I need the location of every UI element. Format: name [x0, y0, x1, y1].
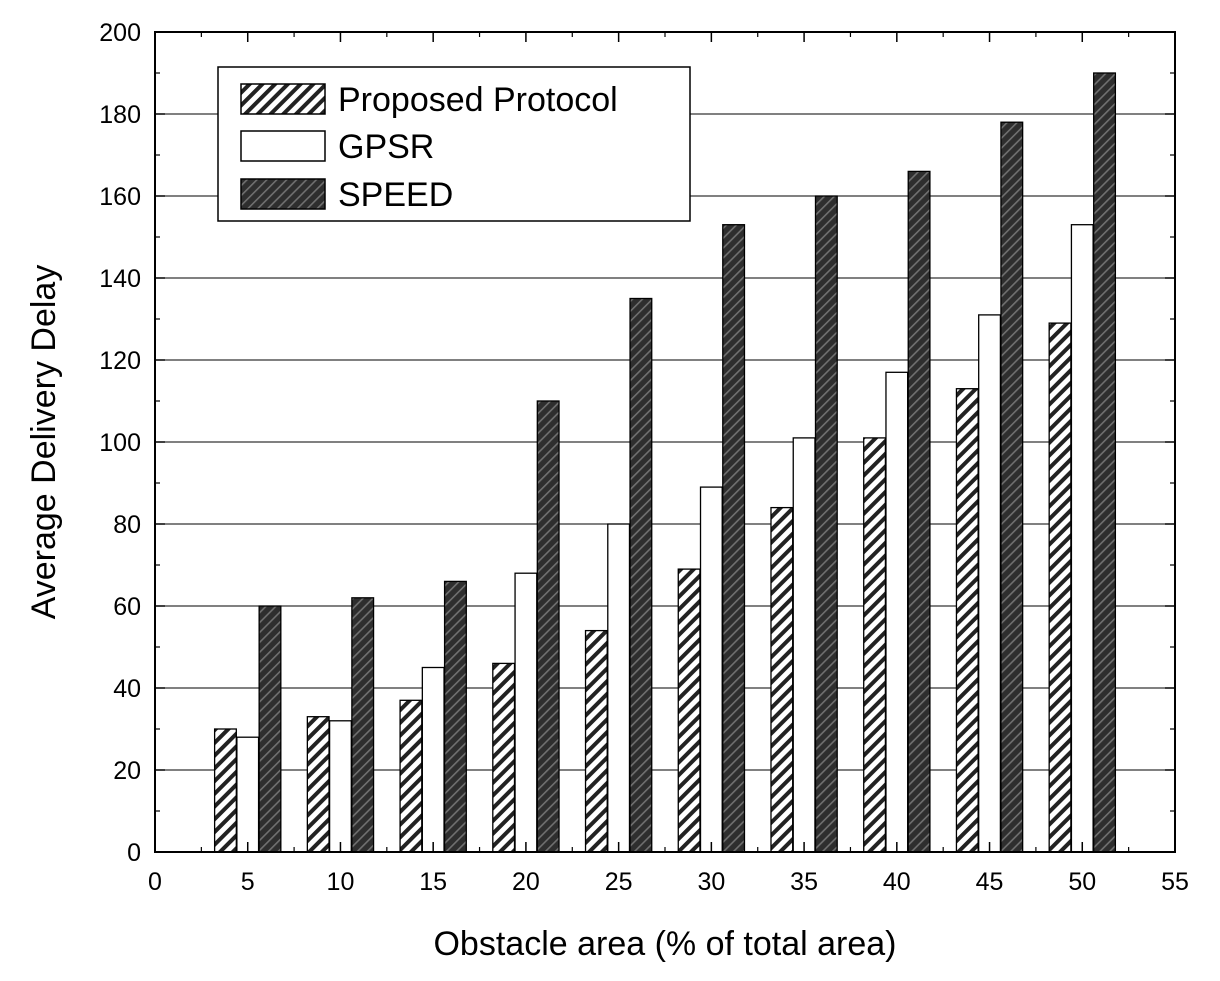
bar-proposed-40 — [863, 437, 887, 853]
y-tick-label: 160 — [99, 183, 141, 211]
bar-speed-25 — [629, 297, 653, 853]
legend-label-proposed: Proposed Protocol — [338, 81, 618, 119]
x-tick-label: 50 — [1068, 868, 1096, 896]
y-tick-label: 60 — [113, 593, 141, 621]
bar-proposed-15 — [399, 699, 423, 853]
bar-speed-10 — [351, 597, 375, 853]
y-tick-label: 120 — [99, 347, 141, 375]
x-tick-label: 20 — [512, 868, 540, 896]
bar-gpsr-45 — [978, 314, 1002, 853]
bar-proposed-35 — [770, 506, 794, 853]
y-tick-label: 180 — [99, 101, 141, 129]
bar-proposed-45 — [955, 388, 979, 853]
bar-speed-20 — [536, 400, 560, 853]
x-tick-label: 55 — [1161, 868, 1189, 896]
legend-swatch-speed — [240, 178, 326, 210]
bar-speed-45 — [1000, 121, 1024, 853]
bar-speed-50 — [1093, 72, 1117, 853]
bar-gpsr-25 — [607, 523, 631, 853]
bar-speed-35 — [814, 195, 838, 853]
x-tick-label: 40 — [883, 868, 911, 896]
legend-swatch-proposed — [240, 83, 326, 115]
y-tick-label: 100 — [99, 429, 141, 457]
bar-gpsr-50 — [1070, 224, 1094, 853]
x-tick-label: 25 — [605, 868, 633, 896]
bar-gpsr-5 — [236, 736, 260, 853]
x-tick-label: 5 — [241, 868, 255, 896]
x-tick-label: 0 — [148, 868, 162, 896]
bar-speed-30 — [722, 224, 746, 853]
legend-swatch-gpsr — [240, 130, 326, 162]
bar-speed-40 — [907, 170, 931, 853]
y-tick-label: 140 — [99, 265, 141, 293]
y-tick-label: 40 — [113, 675, 141, 703]
y-tick-label: 20 — [113, 757, 141, 785]
y-tick-label: 200 — [99, 19, 141, 47]
bar-proposed-30 — [677, 568, 701, 853]
bar-speed-5 — [258, 605, 282, 853]
bar-proposed-10 — [306, 716, 330, 853]
bar-speed-15 — [443, 580, 467, 853]
y-tick-label: 80 — [113, 511, 141, 539]
bars — [213, 72, 1117, 853]
bar-proposed-5 — [213, 728, 237, 853]
x-axis-title: Obstacle area (% of total area) — [433, 925, 896, 963]
legend-label-speed: SPEED — [338, 176, 453, 214]
bar-gpsr-40 — [885, 371, 909, 853]
y-tick-label: 0 — [127, 839, 141, 867]
bar-gpsr-10 — [328, 720, 352, 853]
bar-proposed-25 — [584, 629, 608, 853]
bar-gpsr-35 — [792, 437, 816, 853]
y-axis-title: Average Delivery Delay — [25, 265, 63, 620]
x-tick-label: 45 — [976, 868, 1004, 896]
bar-proposed-50 — [1048, 322, 1072, 853]
x-tick-label: 30 — [697, 868, 725, 896]
legend: Proposed Protocol GPSR SPEED — [217, 66, 691, 222]
bar-gpsr-30 — [699, 486, 723, 853]
tick-labels: 0 20 40 60 80 100 120 140 160 180 200 0 5 10 15 20 25 30 3… — [99, 19, 1189, 896]
x-tick-label: 15 — [419, 868, 447, 896]
ticks — [154, 31, 1176, 853]
bar-gpsr-15 — [421, 666, 445, 853]
bar-gpsr-20 — [514, 572, 538, 853]
legend-label-gpsr: GPSR — [338, 128, 434, 166]
x-tick-label: 10 — [327, 868, 355, 896]
bar-proposed-20 — [492, 662, 516, 853]
x-tick-label: 35 — [790, 868, 818, 896]
